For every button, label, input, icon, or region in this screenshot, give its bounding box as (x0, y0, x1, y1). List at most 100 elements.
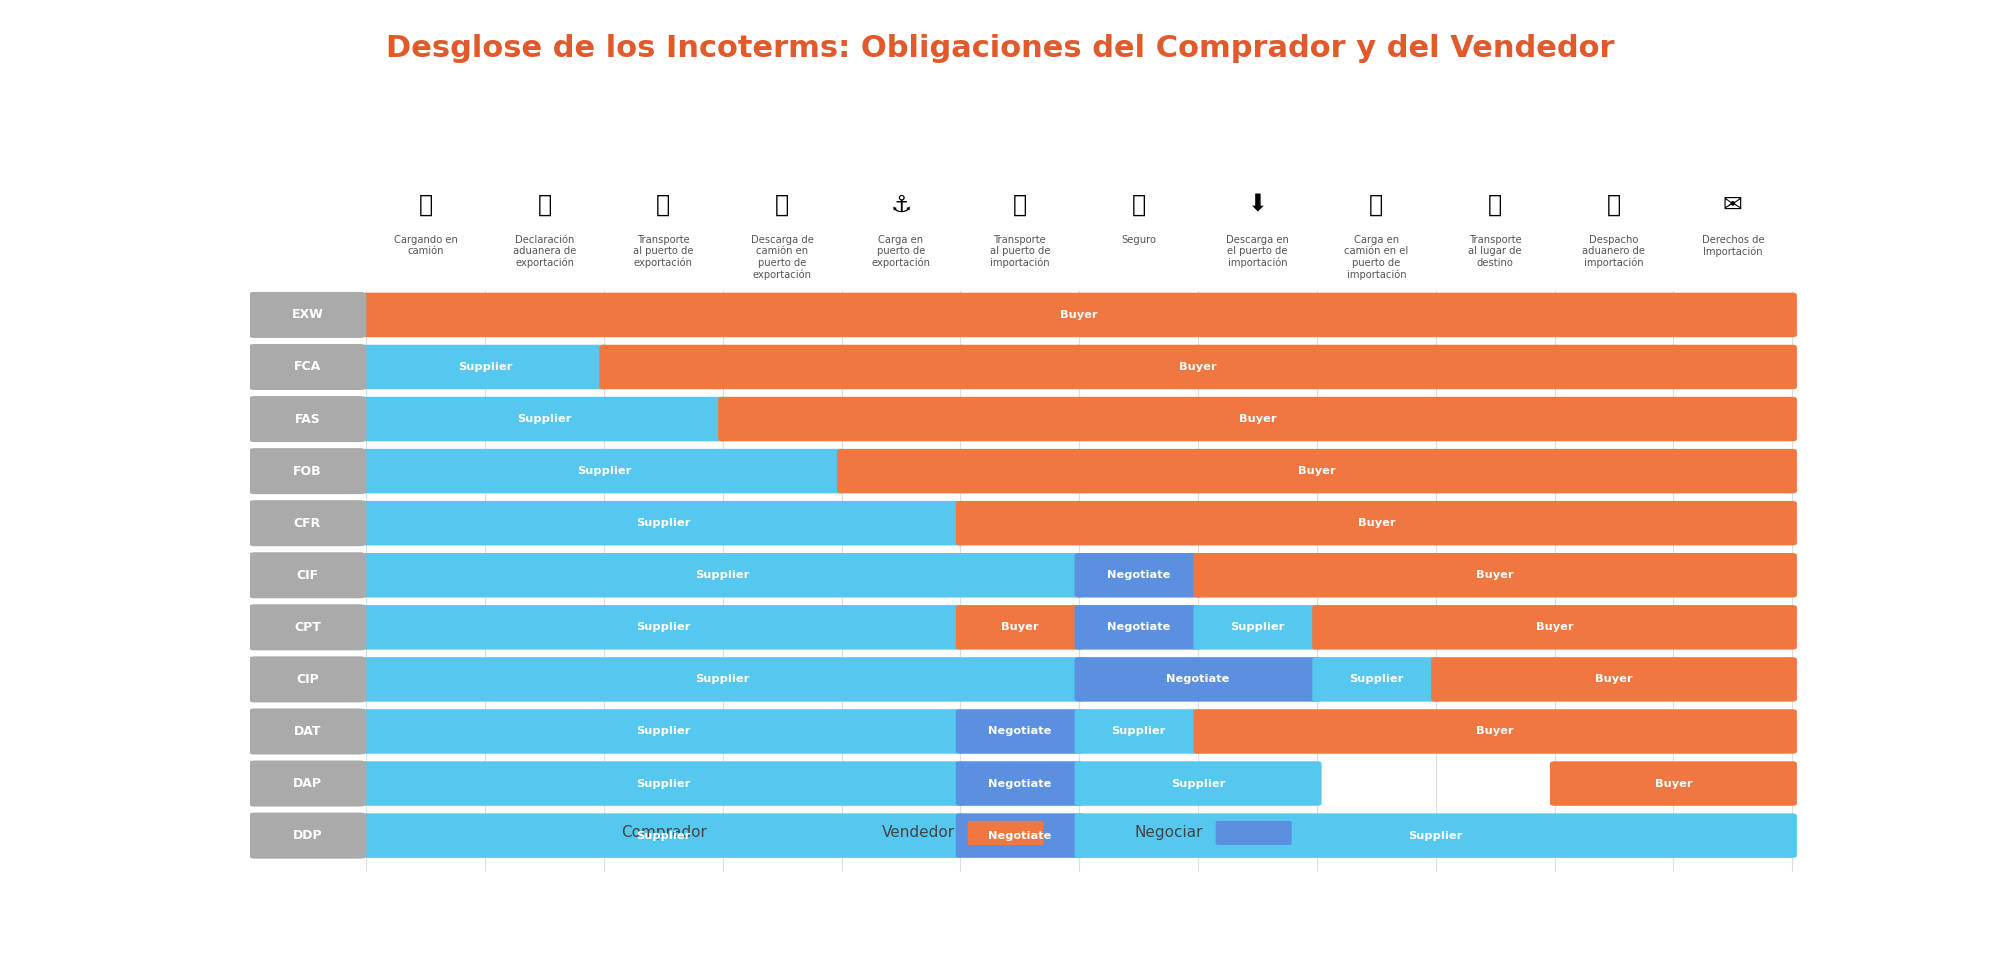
Text: CFR: CFR (294, 516, 320, 530)
FancyBboxPatch shape (248, 553, 366, 598)
Text: Seguro: Seguro (1122, 234, 1156, 245)
FancyBboxPatch shape (248, 500, 366, 546)
FancyBboxPatch shape (362, 397, 728, 441)
FancyBboxPatch shape (362, 293, 1796, 337)
Text: 📥: 📥 (776, 192, 790, 217)
Text: Buyer: Buyer (1476, 570, 1514, 580)
FancyBboxPatch shape (1194, 605, 1322, 650)
Text: Negotiate: Negotiate (1106, 570, 1170, 580)
FancyBboxPatch shape (362, 761, 966, 806)
Text: CPT: CPT (294, 621, 320, 634)
Text: Buyer: Buyer (1476, 726, 1514, 736)
Text: Comprador: Comprador (622, 825, 708, 841)
Text: Buyer: Buyer (1536, 622, 1574, 632)
Text: FCA: FCA (294, 361, 320, 373)
FancyBboxPatch shape (836, 449, 1796, 493)
FancyBboxPatch shape (248, 657, 366, 703)
Text: 🚛: 🚛 (656, 192, 670, 217)
FancyBboxPatch shape (362, 710, 966, 754)
FancyBboxPatch shape (1074, 605, 1202, 650)
Text: EXW: EXW (292, 309, 324, 321)
Text: Supplier: Supplier (518, 415, 572, 424)
FancyBboxPatch shape (1312, 605, 1796, 650)
Text: Buyer: Buyer (1180, 362, 1216, 372)
Text: DDP: DDP (292, 829, 322, 842)
Text: ⬇: ⬇ (1248, 192, 1268, 217)
FancyBboxPatch shape (956, 761, 1084, 806)
Text: Buyer: Buyer (1654, 778, 1692, 789)
Text: Supplier: Supplier (458, 362, 512, 372)
Text: Transporte
al puerto de
exportación: Transporte al puerto de exportación (634, 234, 694, 269)
Text: Cargando en
camión: Cargando en camión (394, 234, 458, 256)
FancyBboxPatch shape (956, 501, 1796, 546)
Text: DAP: DAP (292, 777, 322, 790)
Text: Despacho
aduanero de
importación: Despacho aduanero de importación (1582, 234, 1646, 269)
Text: Transporte
al lugar de
destino: Transporte al lugar de destino (1468, 234, 1522, 268)
FancyBboxPatch shape (248, 396, 366, 442)
Text: Vendedor: Vendedor (882, 825, 956, 841)
Text: Derechos de
Importación: Derechos de Importación (1702, 234, 1764, 257)
Text: Buyer: Buyer (1358, 518, 1396, 528)
Text: Transporte
al puerto de
importación: Transporte al puerto de importación (990, 234, 1050, 269)
Text: Buyer: Buyer (1238, 415, 1276, 424)
FancyBboxPatch shape (362, 813, 966, 858)
FancyBboxPatch shape (1194, 710, 1796, 754)
Text: 🚢: 🚢 (1012, 192, 1026, 217)
FancyBboxPatch shape (1194, 553, 1796, 598)
Text: Desglose de los Incoterms: Obligaciones del Comprador y del Vendedor: Desglose de los Incoterms: Obligaciones … (386, 34, 1614, 64)
FancyBboxPatch shape (1074, 710, 1202, 754)
FancyBboxPatch shape (362, 345, 608, 389)
Text: Descarga de
camión en
puerto de
exportación: Descarga de camión en puerto de exportac… (750, 234, 814, 280)
Text: Negotiate: Negotiate (988, 726, 1052, 736)
Text: Buyer: Buyer (1002, 622, 1038, 632)
Text: Supplier: Supplier (636, 622, 690, 632)
FancyBboxPatch shape (1432, 658, 1796, 702)
Text: ⚓: ⚓ (890, 192, 912, 217)
FancyBboxPatch shape (600, 345, 1796, 389)
Text: Supplier: Supplier (636, 831, 690, 841)
Text: FOB: FOB (294, 465, 322, 477)
Text: Supplier: Supplier (696, 674, 750, 684)
FancyBboxPatch shape (362, 605, 966, 650)
Text: Carga en
camión en el
puerto de
importación: Carga en camión en el puerto de importac… (1344, 234, 1408, 280)
FancyBboxPatch shape (248, 292, 366, 338)
Text: 🚛: 🚛 (1488, 192, 1502, 217)
Text: Supplier: Supplier (1350, 674, 1404, 684)
Text: Supplier: Supplier (696, 570, 750, 580)
Text: Negotiate: Negotiate (988, 831, 1052, 841)
Text: DAT: DAT (294, 725, 322, 738)
Text: Negotiate: Negotiate (988, 778, 1052, 789)
FancyBboxPatch shape (248, 709, 366, 755)
FancyBboxPatch shape (248, 605, 366, 651)
Text: Supplier: Supplier (636, 778, 690, 789)
FancyBboxPatch shape (956, 813, 1084, 858)
Text: Buyer: Buyer (1596, 674, 1632, 684)
Text: Negotiate: Negotiate (1106, 622, 1170, 632)
FancyBboxPatch shape (248, 760, 366, 807)
FancyBboxPatch shape (248, 448, 366, 494)
Text: CIF: CIF (296, 568, 318, 582)
Text: 📋: 📋 (538, 192, 552, 217)
FancyBboxPatch shape (1074, 813, 1796, 858)
Text: 🔒: 🔒 (1132, 192, 1146, 217)
Text: 🚛: 🚛 (418, 192, 432, 217)
Text: Supplier: Supplier (636, 518, 690, 528)
Text: Declaración
aduanera de
exportación: Declaración aduanera de exportación (512, 234, 576, 269)
Text: ✉: ✉ (1722, 192, 1742, 217)
FancyBboxPatch shape (956, 605, 1084, 650)
FancyBboxPatch shape (968, 821, 1044, 845)
FancyBboxPatch shape (1312, 658, 1440, 702)
Text: CIP: CIP (296, 673, 318, 686)
FancyBboxPatch shape (362, 449, 846, 493)
FancyBboxPatch shape (718, 397, 1796, 441)
Text: Supplier: Supplier (636, 726, 690, 736)
FancyBboxPatch shape (248, 344, 366, 390)
Text: Supplier: Supplier (1230, 622, 1284, 632)
Text: Negotiate: Negotiate (1166, 674, 1230, 684)
FancyBboxPatch shape (362, 553, 1084, 598)
Text: Buyer: Buyer (1060, 310, 1098, 319)
FancyBboxPatch shape (1550, 761, 1796, 806)
Text: 🚛: 🚛 (1370, 192, 1384, 217)
FancyBboxPatch shape (720, 821, 796, 845)
Text: Supplier: Supplier (1170, 778, 1226, 789)
